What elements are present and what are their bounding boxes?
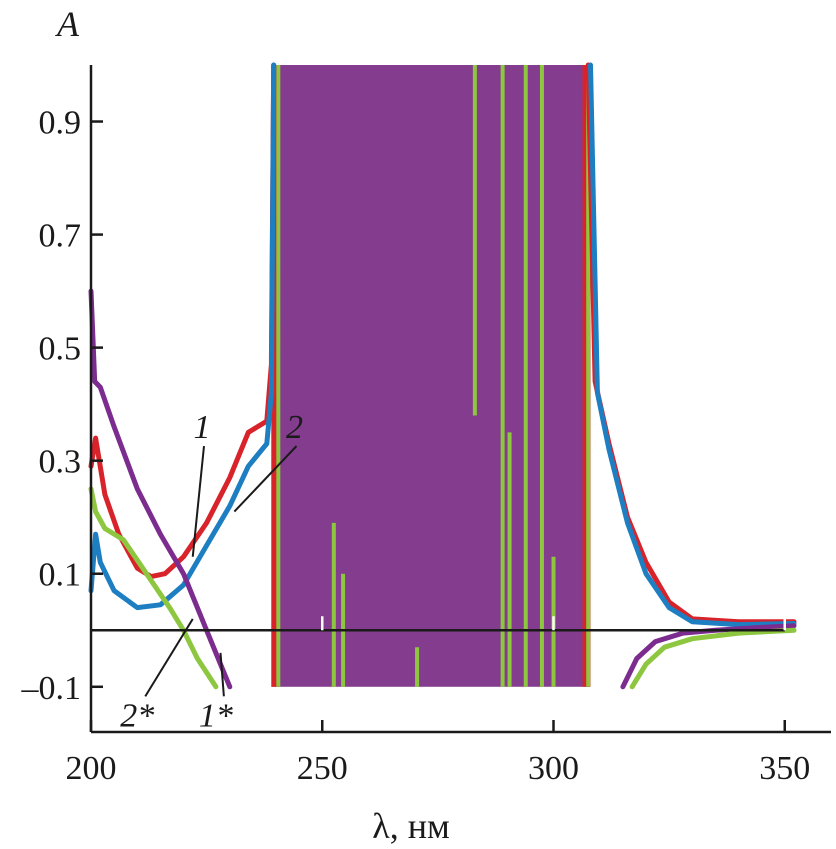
x-axis-title: λ, нм [372,806,450,846]
curve-label: 1 [194,409,211,446]
series-line [620,623,797,690]
plot-region [271,65,591,687]
x-tick-label: 200 [66,750,117,787]
axes: 200 250 300 350 0.9 0.7 0.5 0.3 0.1 –0.1 Aλ, нм [21,4,831,846]
annotation-leader [233,445,298,513]
series-line [88,62,277,611]
series-line [88,62,277,580]
annotation-leader [219,652,225,697]
curve-label: 2* [120,697,154,734]
saturated-region [271,65,591,687]
series-line [585,62,797,625]
series-line [588,62,797,628]
y-tick-label: 0.5 [39,331,82,368]
x-tick-label: 350 [759,750,810,787]
y-tick-label: 0.1 [39,557,82,594]
curve-label: 2 [286,409,303,446]
series-line [88,288,233,690]
series-layer [88,62,797,690]
annotation-leader [191,445,205,557]
y-tick-label: 0.3 [39,444,82,481]
annotation-leader [144,618,194,697]
y-axis-title: A [55,4,80,44]
y-tick-label: 0.7 [39,218,82,255]
series-line [629,627,797,690]
x-tick-label: 300 [528,750,579,787]
y-tick-label: 0.9 [39,105,82,142]
series-line [88,486,219,690]
y-tick-label: –0.1 [21,670,82,707]
saturated-region-left-edge [271,65,280,687]
annotations: 1 2 2* 1* [120,409,303,734]
curve-label: 1* [199,697,233,734]
x-tick-label: 250 [297,750,348,787]
